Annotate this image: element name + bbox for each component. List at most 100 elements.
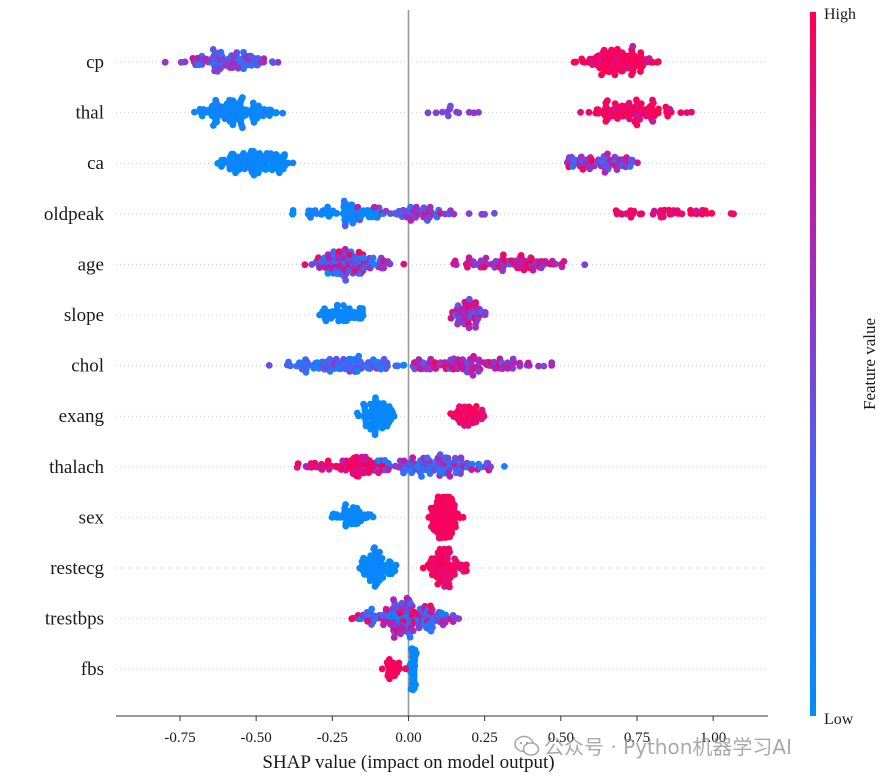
- dot-trestbps: [455, 615, 463, 622]
- dot-slope: [472, 324, 479, 331]
- dot-thal: [604, 97, 611, 105]
- dot-sex: [349, 504, 357, 511]
- dot-fbs: [386, 675, 393, 683]
- dot-slope: [340, 302, 347, 309]
- dot-thal: [621, 112, 629, 119]
- dot-fbs: [389, 660, 397, 667]
- dot-chol: [383, 359, 391, 367]
- swarm-oldpeak: [289, 197, 737, 230]
- dot-chol: [303, 358, 311, 366]
- dot-chol: [548, 359, 556, 366]
- dot-sex: [364, 511, 372, 518]
- dot-oldpeak: [357, 213, 365, 221]
- dot-ca: [263, 165, 270, 173]
- dot-restecg: [371, 582, 379, 590]
- dot-chol: [314, 359, 321, 366]
- dot-oldpeak: [395, 207, 403, 215]
- dot-restecg: [391, 567, 399, 575]
- dot-thalach: [400, 457, 408, 465]
- dot-trestbps: [398, 599, 406, 607]
- x-tick-label: -0.75: [164, 730, 195, 746]
- dot-exang: [480, 412, 488, 420]
- dot-age: [342, 277, 350, 284]
- dot-slope: [359, 305, 366, 312]
- dot-thal: [655, 105, 662, 113]
- dot-exang: [385, 403, 393, 410]
- dot-ca: [272, 151, 280, 158]
- dot-thalach: [302, 463, 310, 470]
- dot-thalach: [385, 459, 392, 467]
- dot-oldpeak: [350, 217, 358, 225]
- dot-exang: [472, 403, 480, 410]
- dot-oldpeak: [370, 203, 378, 211]
- dot-ca: [250, 171, 258, 179]
- dot-age: [558, 263, 566, 271]
- dot-fbs: [410, 685, 418, 692]
- dot-oldpeak: [427, 207, 434, 215]
- dot-thal: [649, 96, 656, 104]
- dot-chol: [411, 365, 419, 373]
- dot-trestbps: [348, 615, 356, 623]
- dot-chol: [535, 362, 542, 370]
- dot-fbs: [395, 659, 403, 667]
- dot-slope: [357, 314, 365, 322]
- dot-trestbps: [379, 611, 387, 619]
- swarm-age: [301, 245, 589, 284]
- dot-slope: [316, 311, 323, 319]
- dot-sex: [448, 495, 455, 503]
- x-axis-label: SHAP value (impact on model output): [262, 752, 554, 773]
- dot-sex: [448, 529, 456, 537]
- dot-chol: [469, 371, 477, 379]
- x-tick-label: 0.50: [548, 730, 574, 746]
- feature-label-sex: sex: [79, 507, 105, 528]
- swarm-cp: [161, 42, 662, 79]
- dot-ca: [240, 150, 247, 157]
- dot-thal: [447, 102, 454, 110]
- dot-oldpeak: [638, 210, 646, 218]
- dot-chol: [340, 355, 347, 363]
- dot-fbs: [378, 665, 386, 673]
- dot-thal: [455, 109, 463, 117]
- dot-oldpeak: [450, 210, 458, 218]
- dot-sex: [345, 508, 352, 515]
- dot-thalach: [328, 462, 335, 470]
- swarm-sex: [328, 493, 467, 542]
- swarm-trestbps: [348, 594, 463, 641]
- dot-fbs: [393, 669, 401, 676]
- dot-oldpeak: [708, 209, 716, 217]
- dot-cp: [639, 62, 647, 69]
- dot-thal: [636, 116, 644, 123]
- dot-chol: [475, 356, 483, 364]
- dot-trestbps: [397, 630, 404, 638]
- dot-thalach: [346, 463, 354, 471]
- dot-oldpeak: [358, 207, 365, 215]
- dot-chol: [321, 365, 328, 373]
- dot-trestbps: [390, 634, 398, 641]
- dot-slope: [350, 308, 358, 316]
- dot-oldpeak: [465, 210, 473, 218]
- dot-slope: [340, 317, 348, 325]
- dot-trestbps: [380, 621, 387, 629]
- dot-trestbps: [390, 596, 397, 604]
- dot-cp: [274, 58, 282, 66]
- dot-thalach: [324, 457, 332, 465]
- dot-thalach: [409, 454, 417, 462]
- dot-cp: [229, 64, 237, 71]
- dot-thal: [226, 118, 234, 125]
- dot-restecg: [383, 567, 390, 575]
- dot-thal: [585, 108, 593, 116]
- dot-exang: [472, 418, 480, 426]
- dot-restecg: [463, 567, 470, 575]
- dot-restecg: [382, 562, 390, 569]
- swarm-chol: [265, 352, 556, 379]
- dot-chol: [374, 358, 381, 366]
- dot-oldpeak: [305, 207, 313, 215]
- dot-age: [346, 251, 353, 259]
- dot-cp: [236, 55, 243, 63]
- dot-thalach: [384, 466, 392, 474]
- dot-thal: [239, 124, 246, 132]
- dot-age: [464, 263, 471, 271]
- dot-age: [351, 267, 359, 275]
- dot-trestbps: [382, 605, 390, 613]
- dot-age: [360, 264, 367, 272]
